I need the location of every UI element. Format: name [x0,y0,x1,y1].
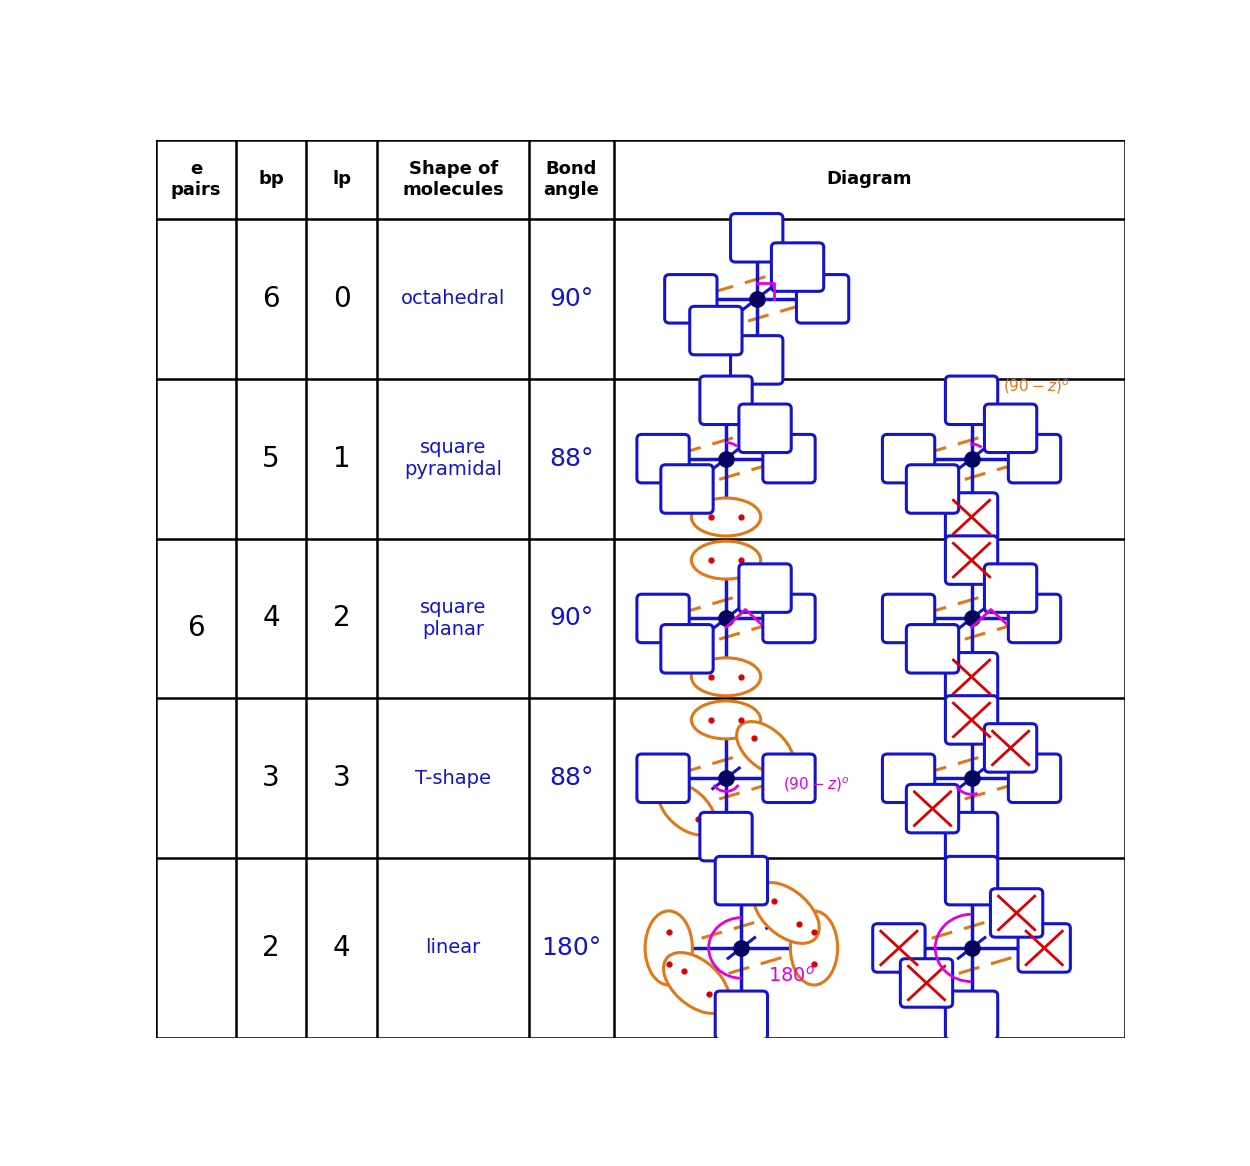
FancyBboxPatch shape [985,564,1036,612]
FancyBboxPatch shape [739,564,791,612]
Text: 4: 4 [262,604,280,632]
Text: square
pyramidal: square pyramidal [404,438,502,479]
Ellipse shape [691,498,761,536]
Text: 4: 4 [332,934,350,962]
Text: 180°: 180° [541,936,601,960]
Text: T-shape: T-shape [415,768,491,788]
FancyBboxPatch shape [762,435,815,483]
Text: 2: 2 [262,934,280,962]
Ellipse shape [691,701,761,739]
FancyBboxPatch shape [990,888,1042,937]
FancyBboxPatch shape [906,625,959,673]
FancyBboxPatch shape [730,336,782,384]
Text: 90°: 90° [549,287,594,311]
Ellipse shape [790,911,838,985]
FancyBboxPatch shape [638,754,689,802]
Text: 0: 0 [332,285,351,312]
FancyBboxPatch shape [872,923,925,972]
Text: 88°: 88° [549,447,594,471]
Ellipse shape [754,883,819,943]
Text: Diagram: Diagram [826,170,912,189]
FancyBboxPatch shape [906,785,959,833]
FancyBboxPatch shape [900,958,952,1007]
Text: bp: bp [259,170,284,189]
FancyBboxPatch shape [945,536,998,584]
FancyBboxPatch shape [945,856,998,905]
FancyBboxPatch shape [739,405,791,452]
FancyBboxPatch shape [661,465,714,513]
FancyBboxPatch shape [945,813,998,861]
FancyBboxPatch shape [700,377,752,424]
FancyBboxPatch shape [985,724,1036,772]
FancyBboxPatch shape [882,595,935,642]
FancyBboxPatch shape [945,991,998,1040]
Ellipse shape [645,911,692,985]
FancyBboxPatch shape [1009,754,1061,802]
FancyBboxPatch shape [638,435,689,483]
Text: e
pairs: e pairs [171,160,221,199]
FancyBboxPatch shape [661,625,714,673]
FancyBboxPatch shape [1009,595,1061,642]
Ellipse shape [691,541,761,580]
Text: Shape of
molecules: Shape of molecules [402,160,504,199]
FancyBboxPatch shape [762,754,815,802]
FancyBboxPatch shape [638,595,689,642]
Text: lp: lp [332,170,351,189]
Text: $(90-z)^o$: $(90-z)^o$ [1003,378,1069,396]
FancyBboxPatch shape [882,435,935,483]
FancyBboxPatch shape [1009,435,1061,483]
Text: 88°: 88° [549,766,594,791]
Text: 6: 6 [262,285,280,312]
Text: Bond
angle: Bond angle [544,160,599,199]
Text: 3: 3 [332,764,351,792]
Ellipse shape [691,658,761,696]
FancyBboxPatch shape [945,377,998,424]
FancyBboxPatch shape [882,754,935,802]
Text: square
planar: square planar [420,598,486,639]
Text: linear: linear [425,939,481,957]
Text: 2: 2 [332,604,350,632]
Text: 3: 3 [262,764,280,792]
FancyBboxPatch shape [690,307,742,354]
Ellipse shape [664,953,729,1013]
FancyBboxPatch shape [945,493,998,541]
FancyBboxPatch shape [700,813,752,861]
Text: $(90-z)^o$: $(90-z)^o$ [782,775,849,794]
Text: $180^o$: $180^o$ [768,965,815,985]
FancyBboxPatch shape [730,213,782,262]
FancyBboxPatch shape [796,275,849,323]
Text: 90°: 90° [549,606,594,631]
FancyBboxPatch shape [945,696,998,744]
FancyBboxPatch shape [715,991,767,1040]
FancyBboxPatch shape [945,653,998,701]
Ellipse shape [659,782,715,835]
Text: 1: 1 [332,444,350,472]
Text: octahedral: octahedral [401,289,505,308]
FancyBboxPatch shape [665,275,717,323]
FancyBboxPatch shape [715,856,767,905]
FancyBboxPatch shape [762,595,815,642]
Ellipse shape [736,722,794,774]
FancyBboxPatch shape [906,465,959,513]
FancyBboxPatch shape [985,405,1036,452]
FancyBboxPatch shape [1017,923,1070,972]
FancyBboxPatch shape [771,243,824,292]
Text: 5: 5 [262,444,280,472]
Text: 6: 6 [188,614,205,642]
